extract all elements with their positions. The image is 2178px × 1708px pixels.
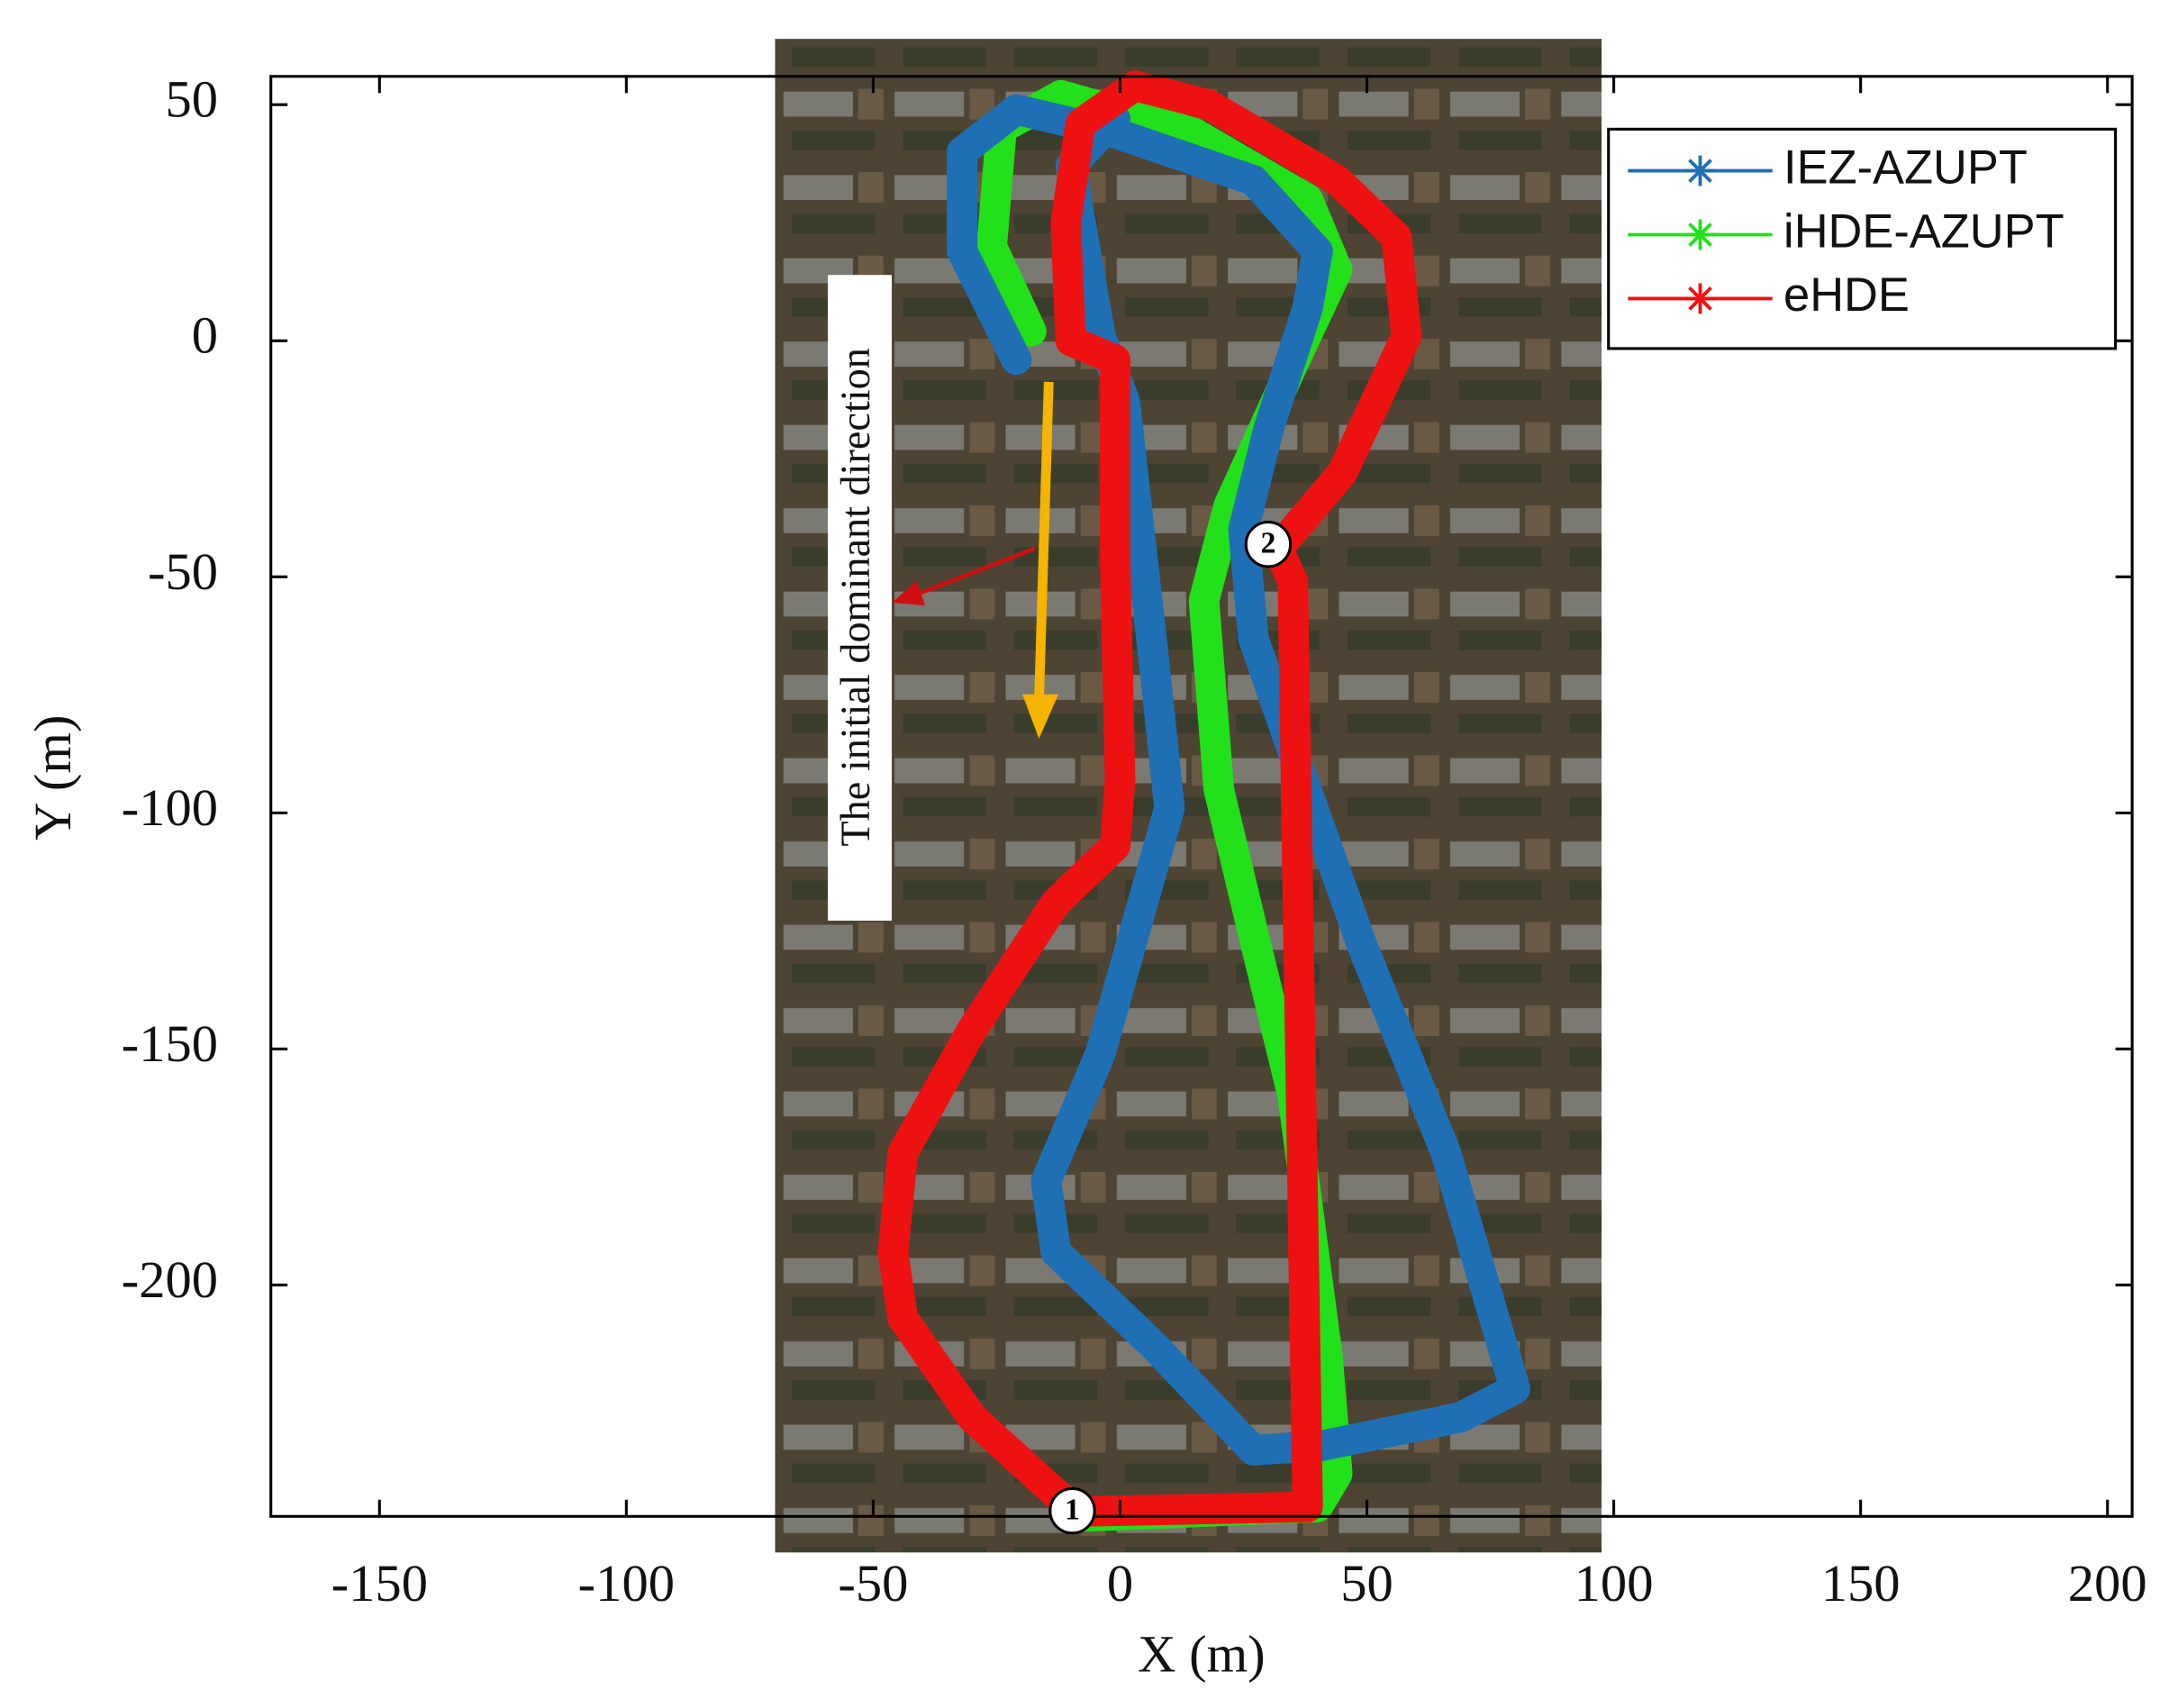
trajectory <box>877 70 1422 1527</box>
arrow-head <box>1021 694 1059 740</box>
y-tick-label: -50 <box>148 542 218 601</box>
plot-frame <box>269 75 2134 1518</box>
x-axis-label: X (m) <box>1138 1624 1266 1683</box>
x-tick-label: -150 <box>331 1554 428 1613</box>
legend-label: IEZ-AZUPT <box>1783 141 2028 194</box>
x-tick-label: 200 <box>2068 1554 2147 1613</box>
legend-label: eHDE <box>1783 269 1910 322</box>
legend-marker <box>1688 223 1712 247</box>
x-tick-label: -100 <box>578 1554 675 1613</box>
trajectory <box>947 94 1530 1466</box>
annotation-box <box>828 275 893 921</box>
annotation-text: The initial dominant direction <box>833 348 879 846</box>
x-tick-label: 0 <box>1107 1554 1133 1613</box>
arrow-head <box>892 580 926 606</box>
marker-circle <box>1244 521 1293 568</box>
legend-label: iHDE-AZUPT <box>1783 205 2065 258</box>
x-tick-label: -50 <box>838 1554 908 1613</box>
marker-circle <box>1048 1486 1096 1535</box>
y-tick-label: -100 <box>122 778 218 837</box>
arrow <box>915 546 1036 596</box>
point-label: 1 <box>1065 1493 1080 1526</box>
point-label: 2 <box>1260 527 1275 560</box>
y-tick-label: -150 <box>122 1014 218 1073</box>
x-tick-label: 100 <box>1575 1554 1654 1613</box>
y-tick-label: -200 <box>122 1250 218 1309</box>
x-tick-label: 50 <box>1340 1554 1393 1613</box>
y-tick-label: 50 <box>166 70 219 129</box>
arrow <box>1034 381 1054 702</box>
legend-marker <box>1688 159 1712 183</box>
y-axis-label: Y (m) <box>23 715 82 840</box>
y-tick-label: 0 <box>192 306 218 365</box>
legend-marker <box>1688 286 1712 311</box>
x-tick-label: 150 <box>1821 1554 1901 1613</box>
